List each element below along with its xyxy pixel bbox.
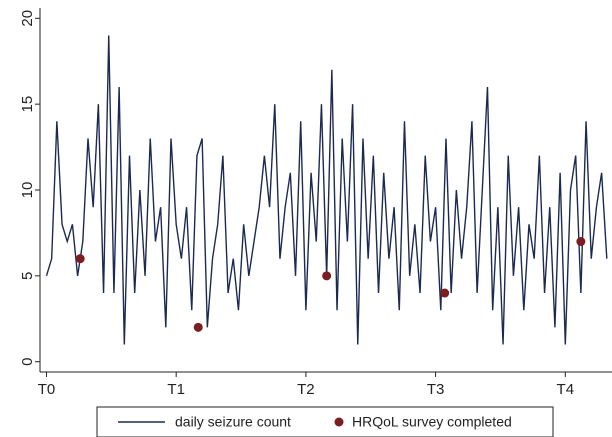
y-tick-label: 0 [19,358,36,366]
survey-point [193,322,203,332]
survey-point [576,237,586,247]
y-tick-label: 10 [19,182,36,199]
survey-point [322,271,332,281]
legend-label: HRQoL survey completed [352,414,512,430]
y-tick-label: 15 [19,96,36,113]
x-tick-label: T0 [38,381,56,398]
survey-point [440,288,450,298]
x-tick-label: T2 [297,381,315,398]
y-tick-label: 20 [19,10,36,27]
legend-dot-swatch [334,417,344,427]
survey-point [75,254,85,264]
data-line [45,35,608,345]
legend: daily seizure count HRQoL survey complete… [96,406,554,437]
x-tick-label: T4 [557,381,575,398]
x-tick-label: T1 [167,381,185,398]
y-tick-label: 5 [19,272,36,280]
x-tick-label: T3 [427,381,445,398]
legend-label: daily seizure count [175,414,291,430]
legend-box [96,406,554,437]
